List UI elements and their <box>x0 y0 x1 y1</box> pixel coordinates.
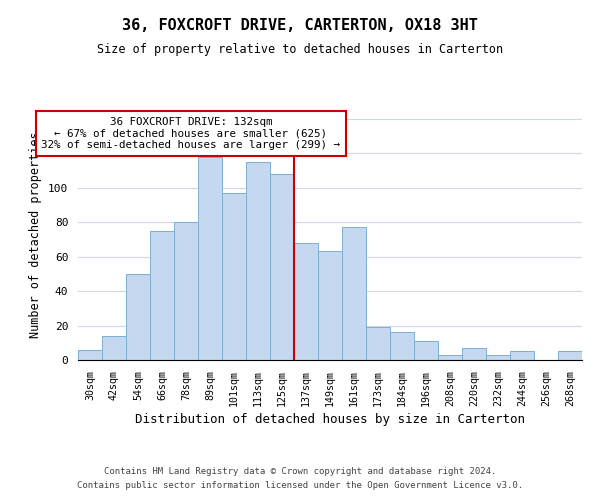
Bar <box>558 352 582 360</box>
Bar <box>126 274 150 360</box>
Bar <box>102 336 126 360</box>
Bar <box>390 332 414 360</box>
Bar <box>510 352 534 360</box>
Bar <box>150 230 174 360</box>
Y-axis label: Number of detached properties: Number of detached properties <box>29 132 43 338</box>
Bar <box>270 174 294 360</box>
Bar <box>438 355 462 360</box>
Bar <box>246 162 270 360</box>
X-axis label: Distribution of detached houses by size in Carterton: Distribution of detached houses by size … <box>135 412 525 426</box>
Bar <box>198 156 222 360</box>
Bar <box>486 355 510 360</box>
Bar <box>318 252 342 360</box>
Bar <box>222 193 246 360</box>
Bar <box>366 327 390 360</box>
Text: Contains HM Land Registry data © Crown copyright and database right 2024.: Contains HM Land Registry data © Crown c… <box>104 467 496 476</box>
Bar <box>294 243 318 360</box>
Text: 36, FOXCROFT DRIVE, CARTERTON, OX18 3HT: 36, FOXCROFT DRIVE, CARTERTON, OX18 3HT <box>122 18 478 32</box>
Bar <box>462 348 486 360</box>
Text: 36 FOXCROFT DRIVE: 132sqm
← 67% of detached houses are smaller (625)
32% of semi: 36 FOXCROFT DRIVE: 132sqm ← 67% of detac… <box>41 117 340 150</box>
Text: Size of property relative to detached houses in Carterton: Size of property relative to detached ho… <box>97 42 503 56</box>
Text: Contains public sector information licensed under the Open Government Licence v3: Contains public sector information licen… <box>77 481 523 490</box>
Bar <box>78 350 102 360</box>
Bar <box>342 227 366 360</box>
Bar <box>414 341 438 360</box>
Bar <box>174 222 198 360</box>
